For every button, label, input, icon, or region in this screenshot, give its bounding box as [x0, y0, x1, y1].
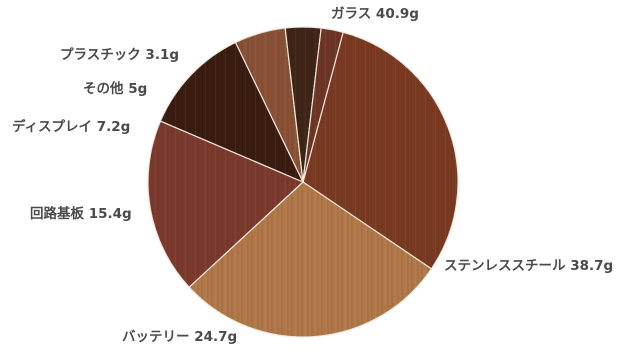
pie-slice-texture-4: [160, 42, 303, 183]
pie-slice-label-6: その他 5g: [83, 80, 147, 97]
pie-slices: [147, 26, 459, 338]
pie-slice-label-3: バッテリー 24.7g: [122, 329, 237, 345]
pie-slice-texture-2: [189, 182, 432, 337]
pie-labels: ガラス 40.9g ステンレススチール 38.7g バッテリー 24.7g 回路基板 …: [12, 6, 613, 345]
pie-slice-texture-7: [303, 28, 344, 182]
pie-slice-label-1: ガラス 40.9g: [331, 6, 419, 22]
pie-slice-texture-5: [235, 28, 303, 183]
pie-slice-label-4: 回路基板 15.4g: [30, 205, 132, 222]
pie-slice-texture-3: [147, 121, 303, 288]
pie-slice-texture-6: [285, 27, 322, 182]
pie-slice-label-2: ステンレススチール 38.7g: [444, 258, 613, 274]
pie-slice-label-7: プラスチック 3.1g: [60, 47, 179, 63]
pie-slice-texture-1: [303, 32, 458, 269]
pie-slice-label-5: ディスプレイ 7.2g: [12, 118, 130, 135]
